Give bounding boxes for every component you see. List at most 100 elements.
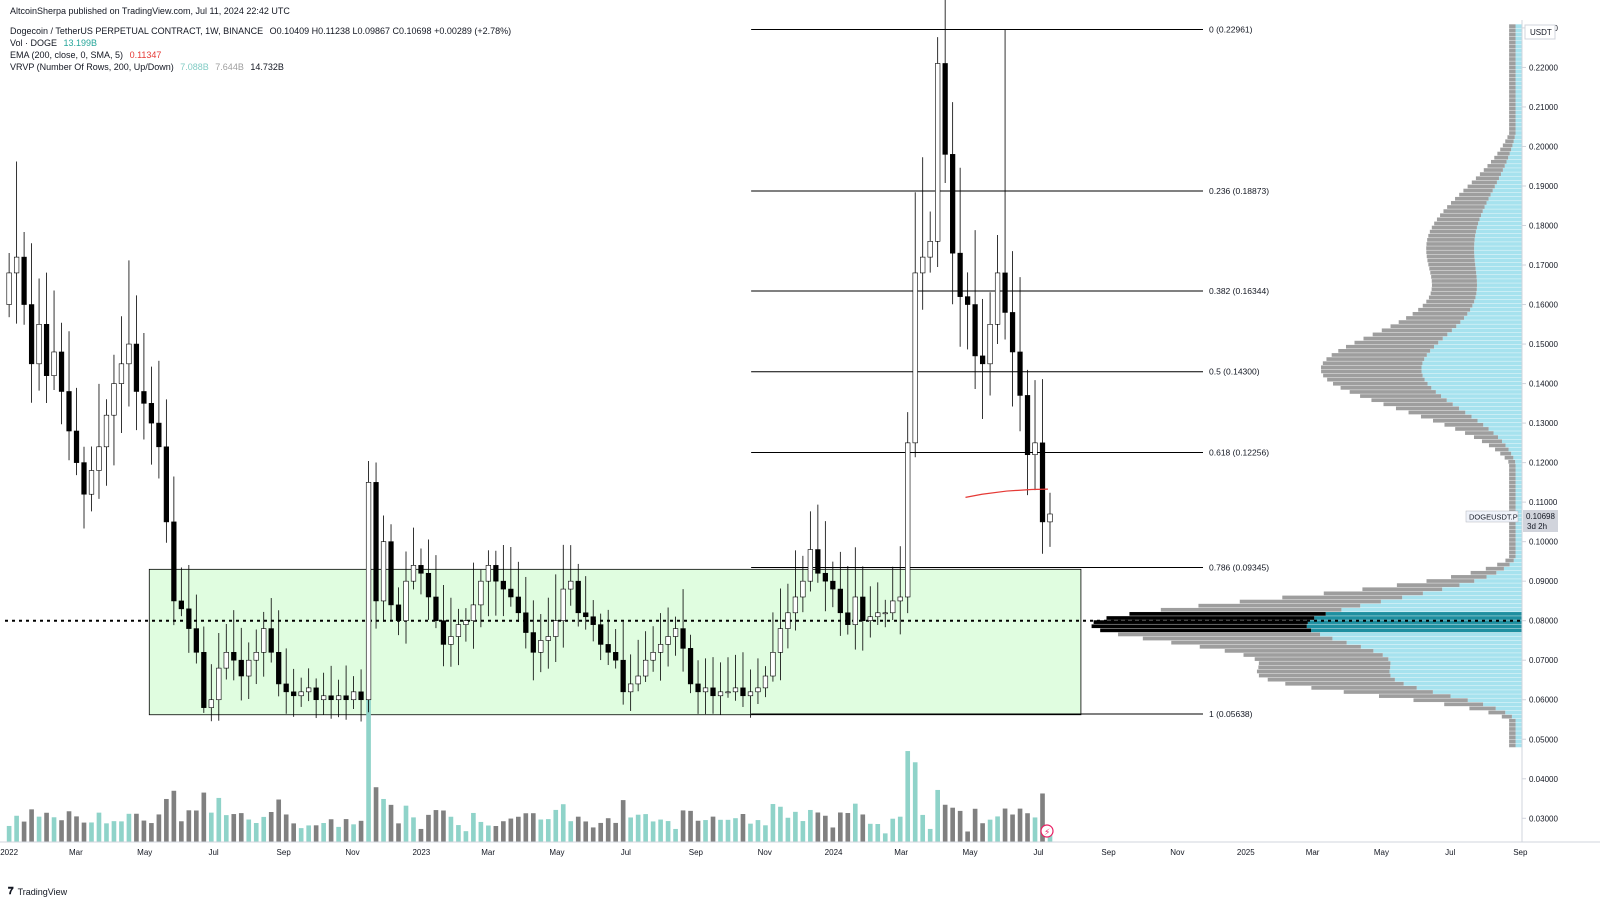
candle-body	[216, 667, 222, 701]
vp-down-row	[1509, 24, 1516, 29]
volume-bar	[463, 831, 469, 842]
vp-up-row	[1332, 636, 1522, 641]
candle-body	[463, 620, 469, 625]
vp-up-row	[1456, 324, 1522, 329]
vp-up-row	[1422, 591, 1522, 596]
vp-down-row	[1326, 357, 1425, 361]
vp-down-row	[1509, 743, 1516, 748]
lightning-icon[interactable]	[1040, 824, 1054, 838]
symbol-tag	[1465, 510, 1519, 523]
candle-body	[455, 624, 462, 637]
symbol-tag-label: DOGEUSDT.P	[1469, 513, 1518, 522]
vp-down-row	[1509, 550, 1516, 555]
vp-down-row	[1091, 624, 1307, 629]
candle-body	[163, 446, 169, 523]
vrvp-up-value: 7.088B	[180, 62, 209, 72]
candle-body	[740, 687, 746, 697]
candle-body	[1002, 272, 1008, 313]
candle-body	[51, 351, 57, 376]
price-tick-label: 0.04000	[1529, 775, 1558, 784]
vp-up-row	[1505, 443, 1522, 448]
volume-bar	[81, 822, 87, 842]
candle-body	[328, 695, 334, 701]
vp-down-row	[1426, 254, 1475, 259]
vp-down-row	[1224, 649, 1374, 653]
vp-down-row	[1501, 714, 1512, 719]
vp-up-row	[1476, 270, 1522, 275]
vp-down-row	[1509, 73, 1516, 78]
vp-down-row	[1509, 131, 1516, 135]
vp-up-row	[1497, 435, 1522, 440]
vp-up-row	[1488, 196, 1522, 201]
volume-bar	[793, 811, 798, 842]
candle-body	[538, 640, 544, 653]
candle-body	[732, 687, 739, 693]
volume-bar	[785, 817, 791, 842]
price-tick-label: 0.22000	[1529, 63, 1558, 72]
volume-bar	[763, 825, 768, 842]
candle-body	[972, 304, 978, 357]
vp-up-row	[1474, 299, 1522, 304]
vp-down-row	[1433, 418, 1478, 423]
vp-down-row	[1509, 61, 1516, 66]
volume-bar	[575, 816, 581, 842]
candle-body	[935, 63, 941, 242]
ema-indicator-row[interactable]: EMA (200, close, 0, SMA, 5) 0.11347	[10, 49, 161, 61]
range-box	[148, 568, 1082, 716]
vp-up-row	[1515, 73, 1522, 78]
vp-up-row	[1477, 418, 1522, 423]
vp-down-row	[1426, 579, 1475, 583]
candle-body	[867, 616, 873, 621]
candle-body	[979, 355, 986, 365]
volume-bar	[516, 816, 521, 842]
time-tick-label: May	[549, 848, 564, 857]
vp-up-row	[1476, 287, 1522, 292]
volume-bar	[748, 823, 753, 842]
time-tick-label: 2024	[825, 848, 843, 857]
volume-bar	[1002, 808, 1008, 842]
fibonacci-retracement[interactable]: 0 (0.22961) 0.236 (0.18873) 0.382 (0.16344…	[751, 24, 1269, 719]
candle-body	[650, 652, 656, 661]
vp-down-row	[1473, 435, 1498, 440]
vp-up-row	[1467, 312, 1522, 316]
vp-down-row	[1509, 85, 1516, 90]
vp-up-row	[1515, 57, 1522, 61]
vp-up-row	[1515, 53, 1522, 57]
vp-down-row	[1428, 262, 1476, 267]
vp-down-row	[1497, 562, 1510, 567]
volume-label: Vol · DOGE	[10, 38, 58, 48]
vp-up-row	[1515, 110, 1522, 115]
vp-up-row	[1311, 628, 1522, 633]
vp-up-row	[1390, 665, 1522, 670]
footer[interactable]: 𝟕 TradingView	[8, 886, 67, 897]
vp-up-row	[1515, 496, 1522, 501]
candle-body	[380, 541, 387, 602]
vp-up-row	[1380, 599, 1522, 604]
candle-body	[575, 580, 581, 614]
time-tick-label: May	[1374, 848, 1389, 857]
vp-down-row	[1343, 690, 1433, 694]
vp-down-row	[1481, 439, 1502, 444]
volume-bar	[441, 810, 446, 842]
volume-bar	[268, 812, 274, 842]
vp-up-row	[1515, 69, 1522, 74]
tradingview-brand: TradingView	[17, 886, 68, 897]
volume-indicator-row[interactable]: Vol · DOGE 13.199B	[10, 37, 97, 49]
last-price-value: 0.10698	[1526, 512, 1555, 521]
time-axis[interactable]: 2022 Mar May Jul Sep Nov 2023 Mar May Jul Sep Nov 20…	[0, 848, 1528, 857]
price-tick-label: 0.20000	[1529, 142, 1558, 151]
price-axis[interactable]: 0.230000.220000.210000.200000.190000.180…	[1522, 24, 1558, 823]
vp-up-row	[1320, 632, 1522, 637]
vp-up-row	[1515, 546, 1522, 550]
fib-level-label: 0.382 (0.16344)	[1209, 286, 1269, 296]
candle-body	[133, 343, 140, 392]
price-tick-label: 0.13000	[1529, 419, 1558, 428]
currency-box[interactable]	[1524, 24, 1556, 40]
candle-body	[246, 659, 252, 677]
vrvp-indicator-row[interactable]: VRVP (Number Of Rows, 200, Up/Down) 7.08…	[10, 61, 284, 73]
vp-down-row	[1508, 459, 1516, 464]
volume-bar	[725, 819, 731, 842]
candle-body	[875, 612, 881, 618]
vp-down-row	[1160, 607, 1342, 612]
